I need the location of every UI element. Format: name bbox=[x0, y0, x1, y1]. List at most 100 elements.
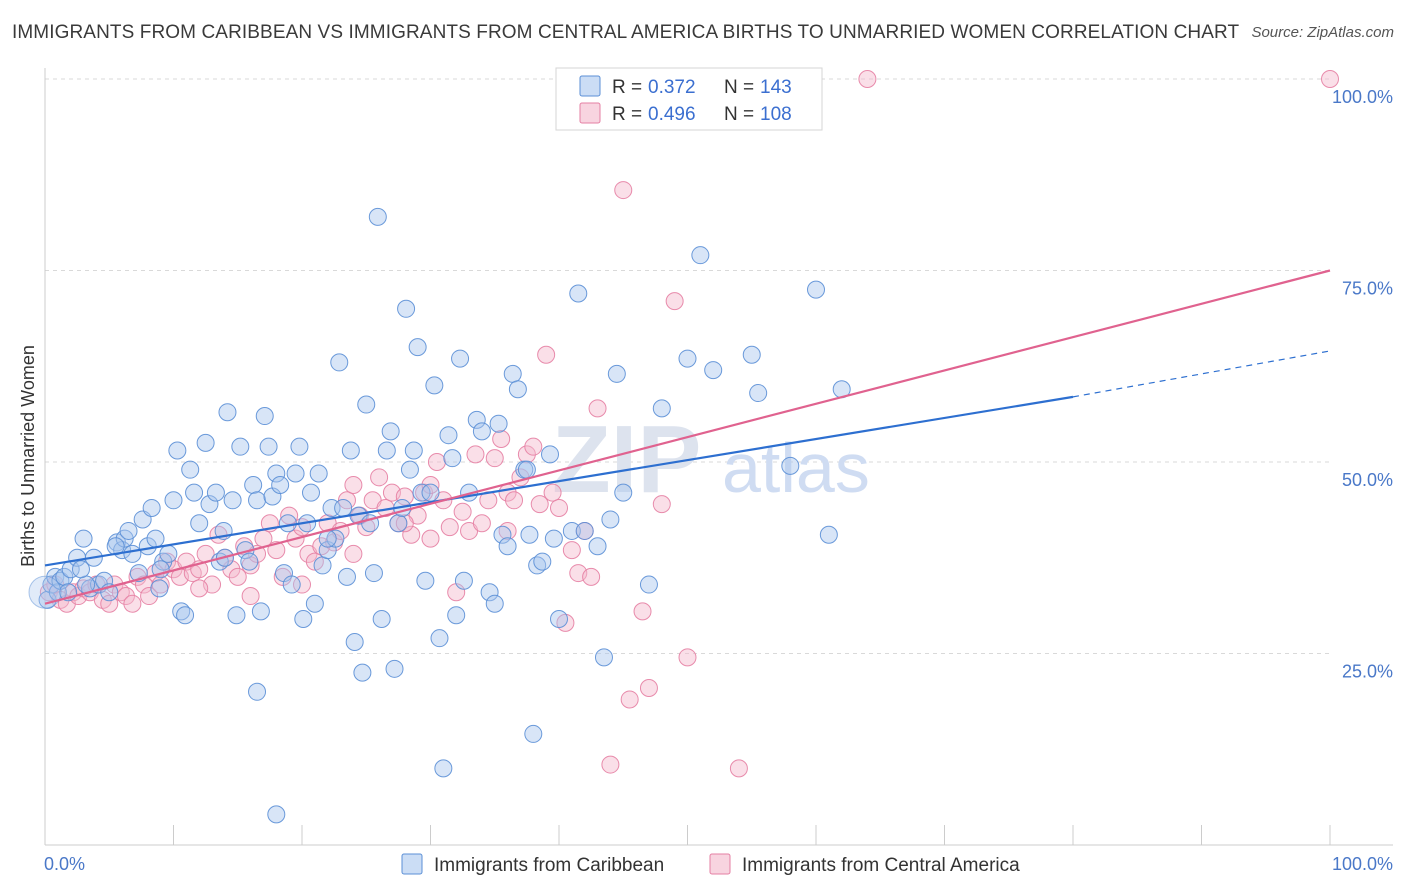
caribbean-point-57 bbox=[294, 610, 313, 629]
caribbean-point-29 bbox=[176, 606, 195, 625]
central-america-point-13 bbox=[116, 587, 135, 606]
caribbean-point-70 bbox=[345, 633, 364, 652]
central-america-point-69 bbox=[472, 514, 491, 533]
caribbean-point-118 bbox=[588, 537, 607, 556]
central-america-point-105 bbox=[344, 544, 363, 563]
caribbean-point-132 bbox=[819, 525, 838, 544]
central-america-point-101 bbox=[293, 575, 311, 594]
central-america-point-81 bbox=[550, 498, 568, 517]
central-america-point-93 bbox=[652, 495, 671, 514]
y-tick-labels: 25.0% 50.0% 75.0% 100.0% bbox=[1332, 87, 1393, 682]
central-america-point-78 bbox=[530, 495, 549, 514]
caribbean-point-72 bbox=[353, 663, 372, 682]
central-america-point-74 bbox=[505, 491, 524, 510]
caribbean-point-47 bbox=[255, 407, 274, 426]
caribbean-point-48 bbox=[259, 437, 278, 456]
caribbean-point-62 bbox=[313, 556, 332, 575]
caribbean-point-44 bbox=[244, 475, 263, 494]
caribbean-point-90 bbox=[425, 376, 444, 395]
caribbean-point-65 bbox=[326, 529, 345, 548]
caribbean-point-60 bbox=[305, 594, 324, 613]
caribbean-point-124 bbox=[652, 399, 671, 418]
central-america-point-92 bbox=[639, 678, 658, 697]
central-america-point-94 bbox=[665, 292, 684, 311]
caribbean-point-23 bbox=[150, 579, 169, 598]
caribbean-point-22 bbox=[146, 529, 165, 548]
source-label: Source: ZipAtlas.com bbox=[1251, 24, 1394, 41]
central-america-point-97 bbox=[729, 759, 748, 778]
caribbean-point-35 bbox=[206, 483, 225, 502]
caribbean-point-114 bbox=[550, 610, 568, 629]
caribbean-point-131 bbox=[807, 280, 825, 299]
caribbean-point-76 bbox=[368, 207, 387, 226]
trend-line-caribbean-extension bbox=[1072, 350, 1331, 398]
caribbean-point-31 bbox=[185, 483, 204, 502]
y-axis-title: Births to Unmarried Women bbox=[18, 345, 38, 567]
caribbean-point-98 bbox=[467, 410, 486, 429]
y-tick-label-25: 25.0% bbox=[1342, 662, 1393, 682]
caribbean-point-122 bbox=[614, 483, 633, 502]
caribbean-point-68 bbox=[337, 567, 356, 586]
central-america-point-95 bbox=[678, 648, 697, 667]
caribbean-point-78 bbox=[377, 441, 396, 460]
caribbean-point-61 bbox=[309, 464, 328, 483]
legend-n-label-1: N = bbox=[724, 77, 754, 98]
caribbean-point-75 bbox=[364, 564, 383, 583]
caribbean-point-115 bbox=[562, 521, 581, 540]
central-america-point-57 bbox=[395, 487, 414, 506]
caribbean-point-54 bbox=[282, 575, 301, 594]
caribbean-point-33 bbox=[196, 433, 215, 452]
legend: R = 0.372 N = 143 R = 0.496 N = 108 bbox=[555, 67, 823, 131]
y-tick-label-100: 100.0% bbox=[1332, 87, 1393, 107]
x-tick-label-max: 100.0% bbox=[1332, 854, 1393, 874]
central-america-point-106 bbox=[241, 587, 260, 606]
legend-n-label-2: N = bbox=[724, 104, 754, 125]
bottom-legend-label-central-america: Immigrants from Central America bbox=[742, 855, 1020, 876]
caribbean-point-43 bbox=[240, 552, 259, 571]
legend-r-value-1: 0.372 bbox=[648, 77, 696, 98]
caribbean-point-142 bbox=[119, 521, 138, 540]
central-america-point-91 bbox=[633, 602, 652, 621]
central-america-point-72 bbox=[492, 430, 511, 449]
caribbean-point-39 bbox=[223, 491, 242, 510]
central-america-point-76 bbox=[517, 445, 536, 464]
caribbean-point-32 bbox=[190, 514, 209, 533]
caribbean-point-88 bbox=[416, 571, 435, 590]
series-caribbean-points bbox=[28, 207, 851, 824]
chart-title: IMMIGRANTS FROM CARIBBEAN VS IMMIGRANTS … bbox=[12, 22, 1240, 43]
caribbean-point-25 bbox=[159, 544, 178, 563]
central-america-point-88 bbox=[601, 755, 620, 774]
caribbean-point-46 bbox=[251, 602, 270, 621]
caribbean-point-79 bbox=[381, 422, 400, 441]
caribbean-point-109 bbox=[524, 724, 543, 743]
bottom-legend: Immigrants from Caribbean Immigrants fro… bbox=[401, 853, 1020, 876]
caribbean-point-117 bbox=[575, 521, 594, 540]
caribbean-point-134 bbox=[267, 805, 286, 824]
caribbean-point-96 bbox=[454, 571, 473, 590]
caribbean-point-127 bbox=[704, 361, 723, 380]
central-america-point-90 bbox=[620, 690, 639, 709]
caribbean-point-136 bbox=[447, 606, 466, 625]
x-tick-labels: 0.0% 100.0% bbox=[44, 854, 1393, 874]
caribbean-point-126 bbox=[691, 246, 710, 265]
caribbean-point-89 bbox=[421, 483, 440, 502]
caribbean-point-30 bbox=[181, 460, 200, 479]
caribbean-point-135 bbox=[517, 460, 536, 479]
caribbean-point-100 bbox=[480, 583, 499, 602]
caribbean-point-105 bbox=[503, 364, 522, 383]
central-america-point-58 bbox=[402, 525, 421, 544]
caribbean-point-83 bbox=[397, 299, 416, 318]
caribbean-point-50 bbox=[267, 464, 286, 483]
legend-n-value-1: 143 bbox=[760, 77, 792, 98]
caribbean-point-40 bbox=[227, 606, 246, 625]
bottom-legend-swatch-caribbean bbox=[401, 853, 423, 875]
x-tick-label-min: 0.0% bbox=[44, 854, 85, 874]
caribbean-point-91 bbox=[430, 629, 449, 648]
caribbean-point-21 bbox=[142, 498, 161, 517]
caribbean-point-112 bbox=[541, 445, 560, 464]
legend-r-label-2: R = bbox=[612, 104, 642, 125]
central-america-point-49 bbox=[344, 475, 363, 494]
central-america-point-100 bbox=[190, 579, 209, 598]
caribbean-point-141 bbox=[71, 560, 90, 579]
central-america-point-99 bbox=[1321, 70, 1339, 88]
